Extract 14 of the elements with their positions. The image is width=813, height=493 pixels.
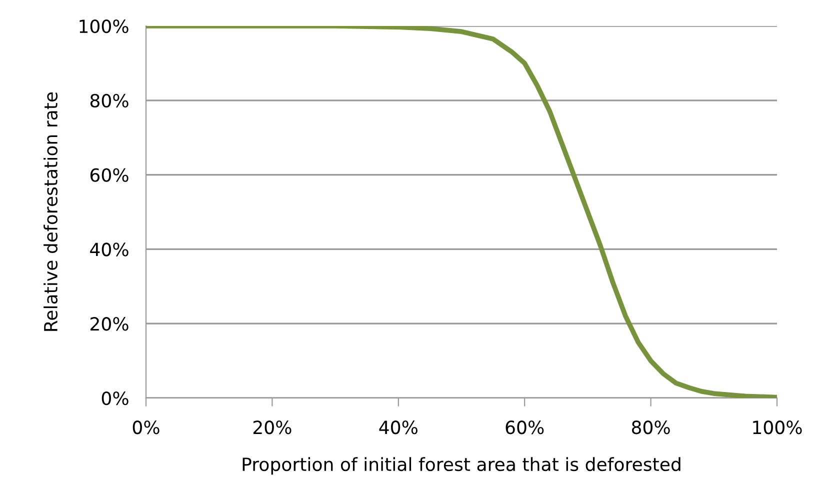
y-tick-label: 40% (90, 242, 128, 256)
y-tick-label: 80% (90, 94, 128, 108)
y-tick-label: 0% (102, 391, 128, 406)
y-axis-title: Relative deforestation rate (44, 92, 58, 331)
x-axis-title: Proportion of initial forest area that is deforested (242, 457, 680, 475)
x-tick-label: 80% (632, 420, 670, 434)
x-tick-label: 0% (132, 420, 160, 434)
y-tick-label: 60% (90, 168, 128, 182)
x-tick-label: 60% (506, 420, 544, 434)
y-tick-label: 20% (90, 317, 128, 331)
x-tick-label: 100% (753, 420, 802, 434)
x-tick-label: 20% (253, 420, 292, 434)
x-tick-label: 40% (379, 420, 418, 434)
y-tick-label: 100% (80, 19, 128, 34)
